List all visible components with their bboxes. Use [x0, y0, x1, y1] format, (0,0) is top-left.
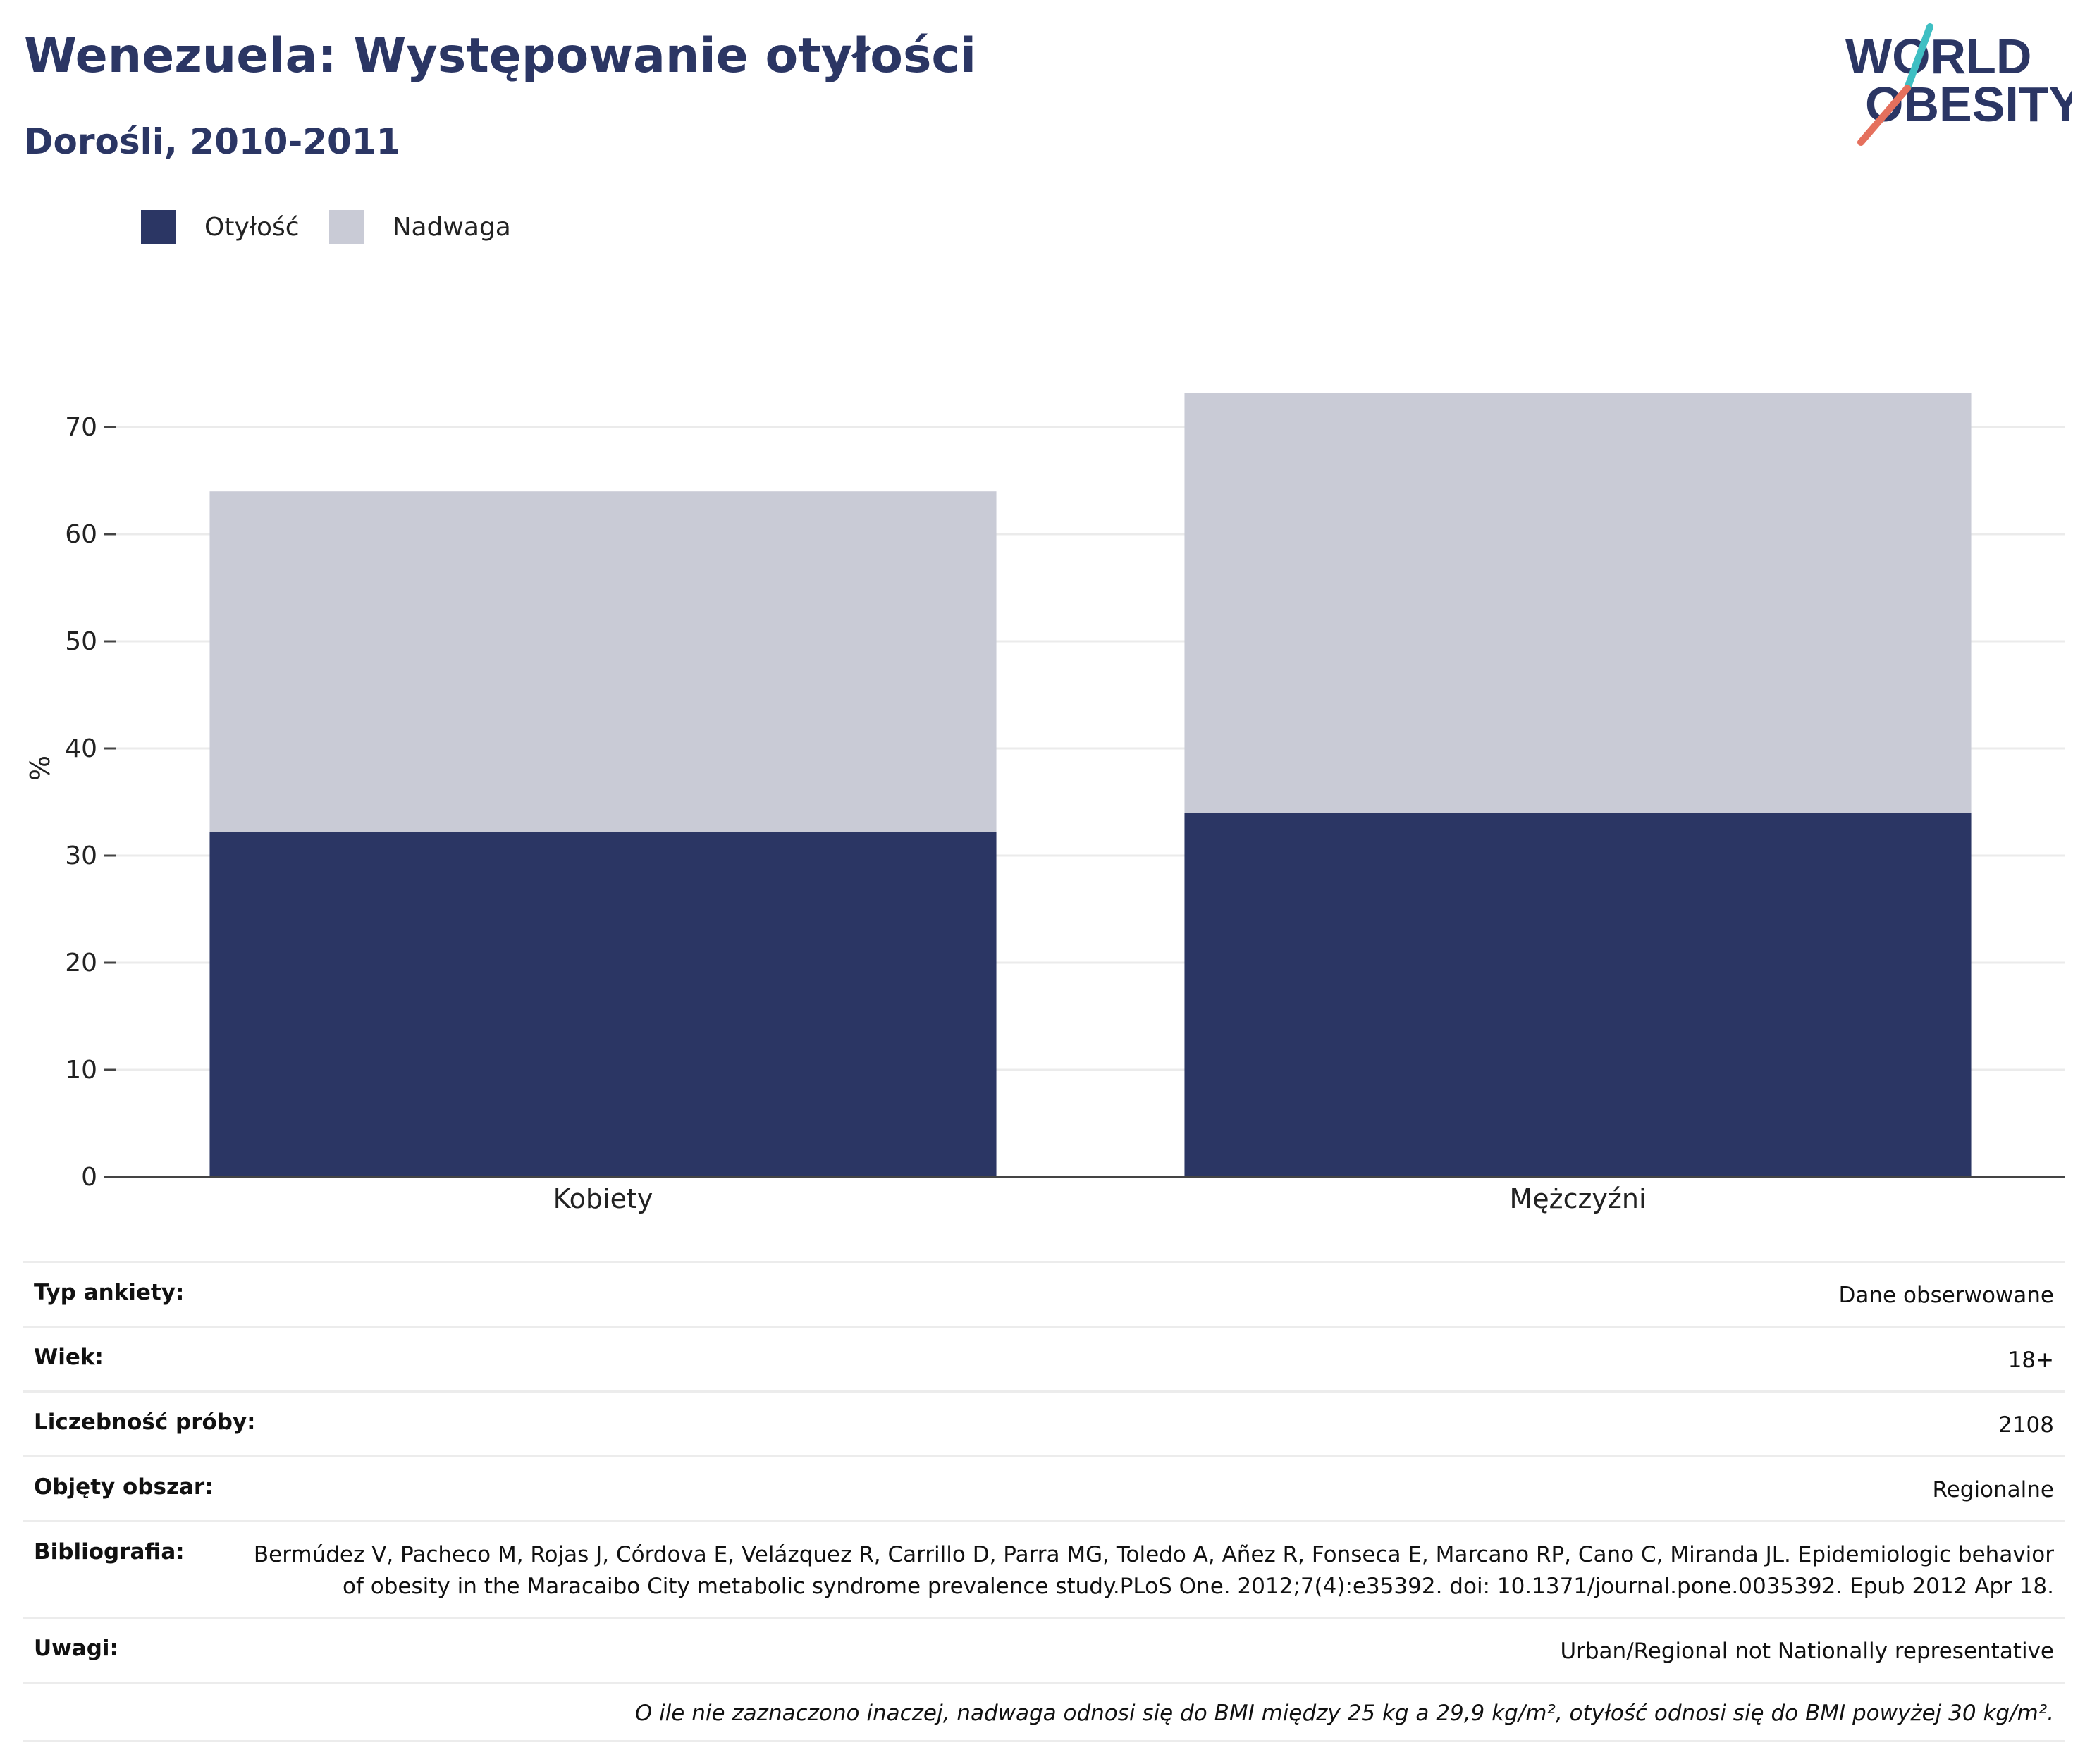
logo-text-obesity: OBESITY	[1865, 77, 2072, 132]
info-value-area-covered: Regionalne	[1932, 1477, 2054, 1503]
info-value-age: 18+	[2007, 1347, 2054, 1373]
info-key-survey-type: Typ ankiety:	[34, 1280, 185, 1305]
legend-item-obesity: Otyłość	[141, 210, 300, 244]
chart-title: Wenezuela: Występowanie otyłości	[24, 28, 977, 84]
info-key-area-covered: Objęty obszar:	[34, 1474, 214, 1500]
info-key-age: Wiek:	[34, 1345, 104, 1370]
x-tick-label-0: Kobiety	[553, 1183, 653, 1214]
definition-note: O ile nie zaznaczono inaczej, nadwaga od…	[634, 1701, 2054, 1726]
y-tick-label-70: 70	[65, 413, 97, 442]
y-tick-label-10: 10	[65, 1056, 97, 1085]
info-row-survey-type: Typ ankiety: Dane obserwowane	[23, 1261, 2065, 1326]
info-row-area-covered: Objęty obszar: Regionalne	[23, 1455, 2065, 1520]
y-tick-label-20: 20	[65, 949, 97, 977]
info-row-age: Wiek: 18+	[23, 1326, 2065, 1390]
info-key-notes: Uwagi:	[34, 1636, 118, 1661]
bar-layer	[209, 393, 1972, 1177]
legend-label-obesity: Otyłość	[204, 212, 300, 242]
logo-slash-teal	[1904, 23, 1933, 92]
chart-legend: Otyłość Nadwaga	[141, 210, 541, 244]
info-value-survey-type: Dane obserwowane	[1838, 1283, 2054, 1308]
legend-item-overweight: Nadwaga	[328, 210, 511, 244]
axis-layer: 0 10 20 30 40 50 60 70 Kobiety Mężczyźni%	[25, 413, 2065, 1214]
bar-obesity-1	[1184, 813, 1972, 1177]
logo-slash-coral	[1857, 85, 1911, 146]
info-row-definition-note: O ile nie zaznaczono inaczej, nadwaga od…	[23, 1682, 2065, 1742]
y-axis-label: %	[25, 755, 56, 781]
info-key-sample-size: Liczebność próby:	[34, 1410, 256, 1435]
bar-overweight-0	[209, 491, 997, 832]
legend-swatch-overweight	[328, 210, 364, 244]
info-value-sample-size: 2108	[1998, 1412, 2054, 1438]
y-tick-label-50: 50	[65, 627, 97, 656]
info-table: Typ ankiety: Dane obserwowane Wiek: 18+ …	[23, 1261, 2065, 1742]
legend-swatch-obesity	[141, 210, 176, 244]
info-key-bibliography: Bibliografia:	[34, 1539, 185, 1565]
chart-subtitle: Dorośli, 2010-2011	[24, 121, 401, 162]
info-row-notes: Uwagi: Urban/Regional not Nationally rep…	[23, 1617, 2065, 1682]
logo-text-world: WORLD	[1845, 29, 2031, 84]
y-tick-label-60: 60	[65, 520, 97, 549]
info-value-notes: Urban/Regional not Nationally representa…	[1560, 1639, 2054, 1664]
info-value-bibliography: Bermúdez V, Pacheco M, Rojas J, Córdova …	[253, 1542, 2054, 1599]
bar-overweight-1	[1184, 393, 1972, 813]
y-tick-label-30: 30	[65, 841, 97, 870]
legend-label-overweight: Nadwaga	[392, 212, 511, 242]
info-row-sample-size: Liczebność próby: 2108	[23, 1390, 2065, 1455]
y-tick-label-0: 0	[81, 1163, 97, 1192]
world-obesity-logo: WORLD OBESITY	[1845, 23, 2072, 146]
y-tick-label-40: 40	[65, 734, 97, 763]
x-tick-label-1: Mężczyźni	[1509, 1183, 1646, 1214]
info-row-bibliography: Bibliografia: Bermúdez V, Pacheco M, Roj…	[23, 1520, 2065, 1617]
stacked-bar-chart: 0 10 20 30 40 50 60 70 Kobiety Mężczyźni%	[25, 393, 2065, 1214]
bar-obesity-0	[209, 832, 997, 1177]
